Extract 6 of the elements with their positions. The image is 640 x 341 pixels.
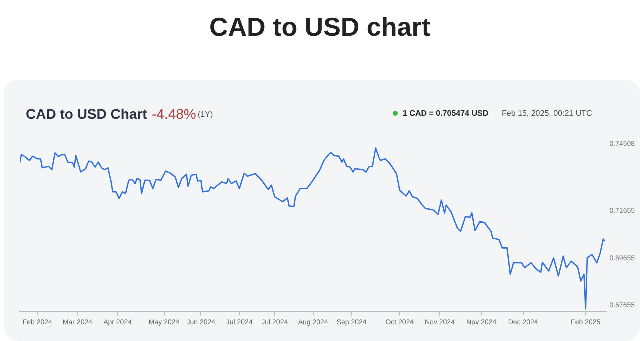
text: 1 CAD = 0.705474 USD: [403, 109, 489, 118]
text: (1Y): [198, 110, 214, 119]
text: Feb 15, 2025, 00:21 UTC: [502, 109, 592, 118]
chart-subtitle: CAD to USD Chart: [26, 106, 148, 122]
chart-title: CAD to USD chart: [208, 12, 432, 43]
text: -4.48%: [152, 106, 196, 122]
